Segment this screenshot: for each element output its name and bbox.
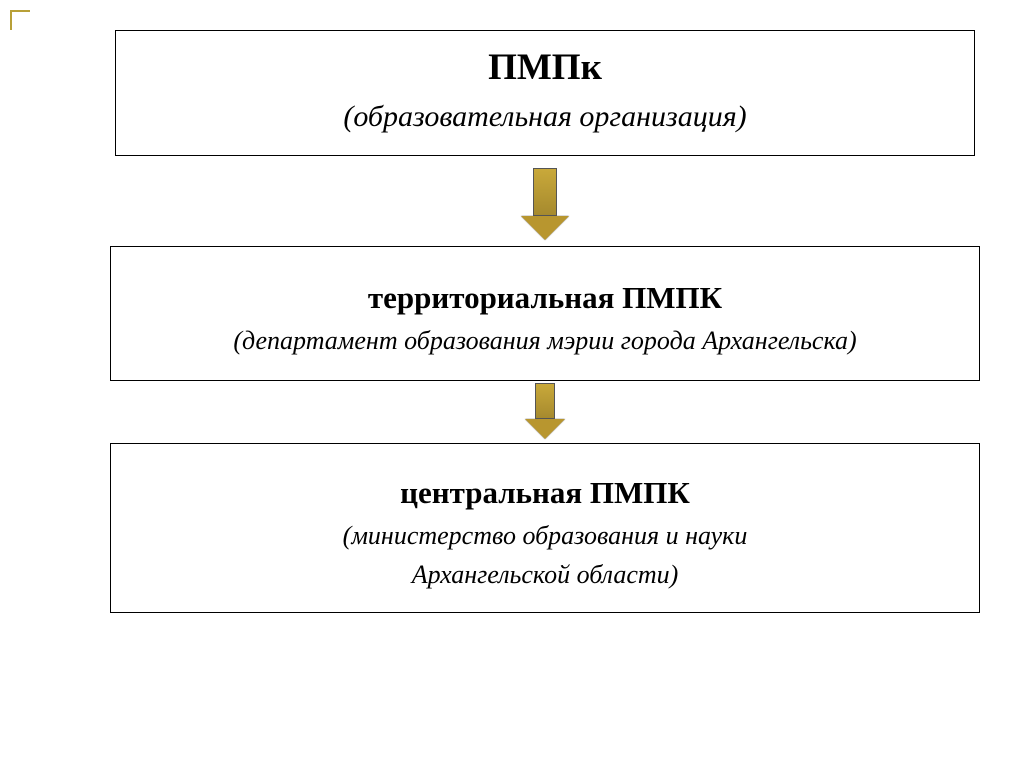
arrow-1 — [521, 168, 569, 240]
box-territorial: территориальная ПМПК (департамент образо… — [110, 246, 980, 381]
box1-subtitle: (образовательная организация) — [136, 97, 954, 138]
arrow-1-head — [521, 216, 569, 240]
box3-subtitle-line1: (министерство образования и науки — [131, 518, 959, 553]
arrow-1-wrap — [110, 168, 980, 240]
arrow-1-shaft — [533, 168, 557, 216]
box-pmpk: ПМПк (образовательная организация) — [115, 30, 975, 156]
arrow-2 — [525, 383, 565, 439]
arrow-2-wrap — [110, 383, 980, 439]
frame-corner-top-left — [10, 10, 30, 30]
box3-title: центральная ПМПК — [131, 472, 959, 514]
arrow-2-head — [525, 419, 565, 439]
box2-subtitle: (департамент образования мэрии города Ар… — [131, 323, 959, 358]
box3-subtitle-line2: Архангельской области) — [131, 557, 959, 592]
diagram-container: ПМПк (образовательная организация) терри… — [0, 0, 1024, 768]
box2-title: территориальная ПМПК — [131, 277, 959, 319]
box1-title: ПМПк — [136, 43, 954, 93]
arrow-2-shaft — [535, 383, 555, 419]
box-central: центральная ПМПК (министерство образован… — [110, 443, 980, 613]
